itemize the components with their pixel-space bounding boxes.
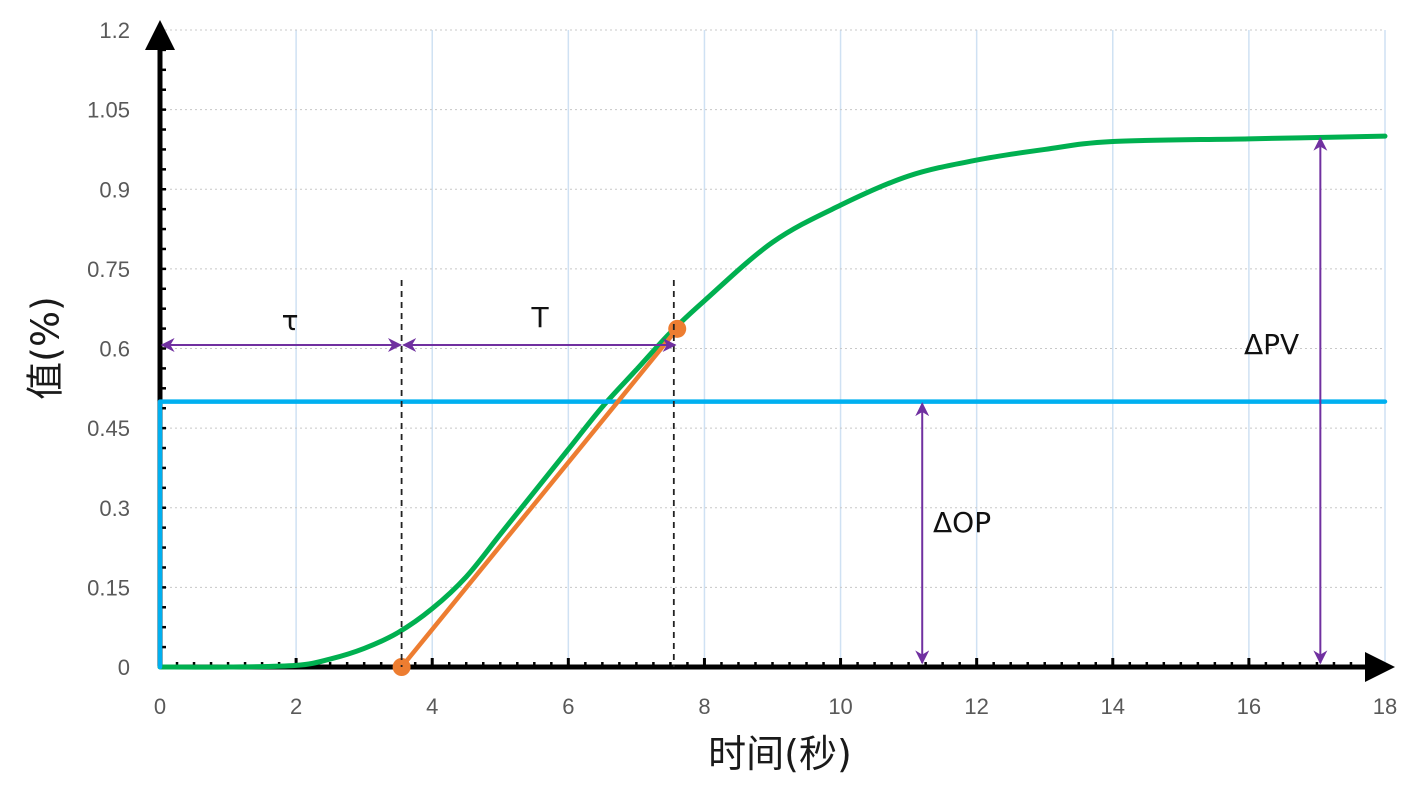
y-tick-label: 0.75 bbox=[87, 257, 130, 282]
x-tick-label: 16 bbox=[1237, 694, 1261, 719]
tangent-point-1 bbox=[668, 319, 687, 338]
x-tick-label: 14 bbox=[1101, 694, 1125, 719]
y-tick-labels: 0 0.15 0.3 0.45 0.6 0.75 0.9 1.05 1.2 bbox=[87, 18, 130, 680]
x-tick-labels: 0 2 4 6 8 10 12 14 16 18 bbox=[154, 694, 1397, 719]
y-tick-label: 0 bbox=[118, 655, 130, 680]
y-axis-title: 值(%) bbox=[24, 296, 68, 400]
x-tick-label: 12 bbox=[964, 694, 988, 719]
series-line-1 bbox=[157, 399, 1388, 670]
data-series bbox=[157, 133, 1388, 676]
x-tick-label: 2 bbox=[290, 694, 302, 719]
x-tick-label: 8 bbox=[698, 694, 710, 719]
y-tick-label: 0.3 bbox=[99, 496, 130, 521]
annotations: τ T ΔOP ΔPV bbox=[160, 136, 1328, 667]
y-tick-label: 0.6 bbox=[99, 337, 130, 362]
x-tick-label: 6 bbox=[562, 694, 574, 719]
y-tick-label: 1.05 bbox=[87, 98, 130, 123]
delta-pv-label: ΔPV bbox=[1244, 328, 1299, 361]
y-tick-label: 0.9 bbox=[99, 177, 130, 202]
y-tick-label: 0.45 bbox=[87, 416, 130, 441]
x-tick-label: 18 bbox=[1373, 694, 1397, 719]
x-tick-label: 4 bbox=[426, 694, 438, 719]
t-label: T bbox=[530, 301, 549, 334]
grid bbox=[160, 29, 1386, 667]
tau-label: τ bbox=[282, 304, 299, 337]
y-tick-label: 0.15 bbox=[87, 575, 130, 600]
axes bbox=[145, 20, 1395, 682]
series-line-2 bbox=[399, 326, 680, 670]
y-tick-label: 1.2 bbox=[99, 18, 130, 43]
series-line-0 bbox=[157, 133, 1388, 670]
delta-op-label: ΔOP bbox=[933, 506, 991, 539]
x-tick-label: 0 bbox=[154, 694, 166, 719]
x-axis-title: 时间(秒) bbox=[708, 732, 852, 776]
x-tick-label: 10 bbox=[828, 694, 852, 719]
